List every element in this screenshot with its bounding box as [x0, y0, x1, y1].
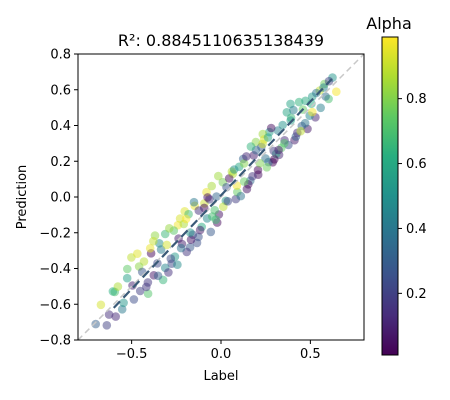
y-tick-label: 0.2 — [50, 155, 71, 170]
colorbar-ticks: 0.2 0.4 0.6 0.8 — [398, 92, 427, 302]
y-tick-label: −0.8 — [39, 334, 71, 349]
data-point — [166, 254, 176, 263]
colorbar-tick-label: 0.4 — [406, 222, 427, 237]
data-point — [296, 126, 306, 136]
x-tick-label: 0.5 — [300, 347, 321, 362]
data-point — [96, 300, 106, 310]
data-point — [253, 165, 263, 175]
data-point — [294, 97, 304, 107]
data-point — [117, 305, 127, 314]
data-point — [145, 244, 155, 253]
data-point — [153, 271, 163, 281]
y-tick-label: −0.6 — [39, 298, 71, 313]
colorbar-label: Alpha — [366, 14, 412, 33]
data-point — [203, 193, 212, 202]
chart-title: R²: 0.8845110635138439 — [118, 31, 324, 50]
data-point — [332, 87, 341, 96]
data-point — [173, 260, 182, 270]
x-axis-label: Label — [203, 369, 238, 384]
reference-line — [78, 54, 364, 340]
colorbar-tick-label: 0.8 — [406, 92, 427, 107]
y-axis-label: Prediction — [15, 165, 30, 230]
y-tick-label: 0.6 — [50, 83, 71, 98]
y-tick-label: −0.2 — [39, 226, 71, 241]
data-point — [189, 197, 199, 207]
data-point — [223, 197, 233, 206]
x-tick-label: −0.5 — [116, 347, 148, 362]
data-point — [308, 107, 317, 117]
data-point — [282, 108, 292, 117]
y-tick-label: 0.4 — [50, 119, 71, 134]
data-point — [316, 103, 326, 113]
data-point — [176, 243, 186, 253]
data-point — [224, 174, 234, 183]
data-point — [104, 310, 114, 319]
data-point — [266, 123, 276, 133]
data-point — [211, 215, 221, 224]
x-axis-ticks: −0.5 0.0 0.5 — [116, 340, 321, 362]
data-point — [181, 214, 191, 224]
data-point — [133, 249, 142, 258]
data-point — [149, 236, 158, 246]
data-point — [207, 181, 216, 191]
data-point — [242, 152, 251, 161]
y-tick-label: 0.0 — [50, 191, 71, 206]
colorbar-tick-label: 0.6 — [406, 157, 427, 172]
data-point — [91, 319, 100, 329]
y-tick-label: 0.8 — [50, 48, 71, 63]
data-point — [111, 312, 120, 321]
data-point — [239, 159, 249, 168]
data-point — [278, 120, 288, 130]
data-point — [186, 235, 196, 244]
colorbar-tick-label: 0.2 — [406, 287, 427, 302]
data-point — [263, 133, 273, 142]
data-point — [280, 138, 289, 148]
data-point — [165, 224, 174, 233]
data-point — [206, 227, 216, 237]
data-point — [289, 105, 298, 115]
data-point — [102, 321, 112, 330]
data-point — [123, 264, 132, 274]
data-point — [274, 145, 283, 155]
data-point — [143, 289, 153, 299]
data-point — [212, 192, 221, 201]
data-point — [162, 240, 172, 250]
data-point — [195, 225, 205, 235]
data-point — [262, 163, 272, 172]
data-point — [186, 228, 195, 237]
data-point — [129, 295, 139, 304]
data-point — [194, 206, 204, 215]
data-point — [122, 273, 132, 283]
data-point — [113, 282, 123, 291]
data-point — [248, 172, 257, 181]
data-point — [236, 191, 246, 201]
data-point — [119, 298, 128, 308]
data-point — [164, 268, 173, 277]
x-tick-label: 0.0 — [211, 347, 232, 362]
data-point — [142, 282, 151, 292]
data-point — [312, 88, 321, 98]
data-point — [270, 155, 279, 164]
data-point — [239, 177, 249, 186]
data-point — [258, 139, 267, 149]
plot-area — [78, 54, 364, 340]
data-point — [229, 165, 239, 174]
data-point — [135, 286, 145, 296]
points-layer — [91, 73, 341, 330]
data-point — [246, 142, 256, 151]
data-point — [214, 171, 223, 181]
data-point — [321, 92, 330, 101]
y-axis-ticks: −0.8 −0.6 −0.4 −0.2 0.0 0.2 0.4 0.6 0.8 — [39, 48, 78, 349]
colorbar — [381, 36, 399, 356]
fit-line — [112, 78, 333, 309]
y-tick-label: −0.4 — [39, 262, 71, 277]
